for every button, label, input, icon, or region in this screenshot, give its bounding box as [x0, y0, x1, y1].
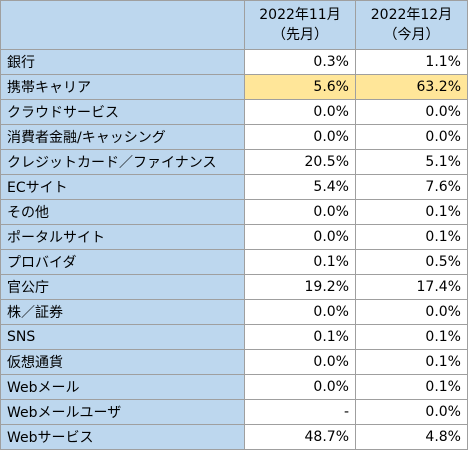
value-2022-12: 0.1%: [355, 374, 468, 400]
value-2022-11: 0.3%: [244, 49, 356, 75]
table-row: 仮想通貨 0.0% 0.1%: [0, 349, 468, 375]
table-row: Webメール 0.0% 0.1%: [0, 374, 468, 400]
row-label: 官公庁: [0, 274, 245, 300]
column-header-month: 2022年11月: [259, 7, 341, 23]
value-2022-11: 20.5%: [244, 149, 356, 175]
value-2022-12: 4.8%: [355, 424, 468, 450]
value-2022-11: 0.1%: [244, 324, 356, 350]
row-label: 携帯キャリア: [0, 74, 245, 100]
row-label: ポータルサイト: [0, 224, 245, 250]
row-label: Webサービス: [0, 424, 245, 450]
value-2022-12: 0.1%: [355, 324, 468, 350]
value-2022-11: 0.0%: [244, 349, 356, 375]
row-label: クラウドサービス: [0, 99, 245, 125]
value-2022-11: 0.0%: [244, 124, 356, 150]
value-2022-11: 0.0%: [244, 199, 356, 225]
table-row: 消費者金融/キャッシング 0.0% 0.0%: [0, 124, 468, 150]
table-row: その他 0.0% 0.1%: [0, 199, 468, 225]
table-row: ECサイト 5.4% 7.6%: [0, 174, 468, 200]
column-header-note: （今月）: [383, 27, 440, 43]
value-2022-11: 0.1%: [244, 249, 356, 275]
row-label: 株／証券: [0, 299, 245, 325]
value-2022-12: 17.4%: [355, 274, 468, 300]
table-row: プロバイダ 0.1% 0.5%: [0, 249, 468, 275]
value-2022-12: 0.0%: [355, 299, 468, 325]
value-2022-11: 0.0%: [244, 224, 356, 250]
value-2022-12: 63.2%: [355, 74, 468, 100]
row-label: SNS: [0, 324, 245, 350]
value-2022-12: 0.0%: [355, 399, 468, 425]
value-2022-12: 0.5%: [355, 249, 468, 275]
table-row: 官公庁 19.2% 17.4%: [0, 274, 468, 300]
table-body: 銀行 0.3% 1.1% 携帯キャリア 5.6% 63.2% クラウドサービス 0.0% 0.0…: [0, 49, 468, 450]
value-2022-12: 0.1%: [355, 224, 468, 250]
value-2022-11: 19.2%: [244, 274, 356, 300]
column-header-month: 2022年12月: [370, 7, 453, 23]
value-2022-11: 0.0%: [244, 374, 356, 400]
column-header-2022-12: 2022年12月 （今月）: [355, 0, 468, 50]
value-2022-12: 1.1%: [355, 49, 468, 75]
column-header-note: （先月）: [272, 27, 328, 43]
column-header-2022-11: 2022年11月 （先月）: [244, 0, 356, 50]
row-label: 銀行: [0, 49, 245, 75]
table-row: 株／証券 0.0% 0.0%: [0, 299, 468, 325]
value-2022-12: 5.1%: [355, 149, 468, 175]
value-2022-11: 48.7%: [244, 424, 356, 450]
value-2022-12: 0.1%: [355, 199, 468, 225]
value-2022-12: 0.0%: [355, 99, 468, 125]
row-label: プロバイダ: [0, 249, 245, 275]
value-2022-11: 0.0%: [244, 299, 356, 325]
row-label: その他: [0, 199, 245, 225]
value-2022-11: 5.6%: [244, 74, 356, 100]
table-row: 携帯キャリア 5.6% 63.2%: [0, 74, 468, 100]
row-label: ECサイト: [0, 174, 245, 200]
header-row: 2022年11月 （先月） 2022年12月 （今月）: [0, 0, 468, 50]
table-row: SNS 0.1% 0.1%: [0, 324, 468, 350]
row-label: Webメールユーザ: [0, 399, 245, 425]
row-label: 消費者金融/キャッシング: [0, 124, 245, 150]
value-2022-12: 0.0%: [355, 124, 468, 150]
value-2022-11: 5.4%: [244, 174, 356, 200]
value-2022-12: 0.1%: [355, 349, 468, 375]
table-row: クラウドサービス 0.0% 0.0%: [0, 99, 468, 125]
row-label: Webメール: [0, 374, 245, 400]
corner-cell: [0, 0, 245, 50]
table-row: 銀行 0.3% 1.1%: [0, 49, 468, 75]
table-row: ポータルサイト 0.0% 0.1%: [0, 224, 468, 250]
table-row: Webサービス 48.7% 4.8%: [0, 424, 468, 450]
value-2022-12: 7.6%: [355, 174, 468, 200]
row-label: クレジットカード／ファイナンス: [0, 149, 245, 175]
value-2022-11: -: [244, 399, 356, 425]
value-2022-11: 0.0%: [244, 99, 356, 125]
row-label: 仮想通貨: [0, 349, 245, 375]
table-row: クレジットカード／ファイナンス 20.5% 5.1%: [0, 149, 468, 175]
table-row: Webメールユーザ -0.0%: [0, 399, 468, 425]
